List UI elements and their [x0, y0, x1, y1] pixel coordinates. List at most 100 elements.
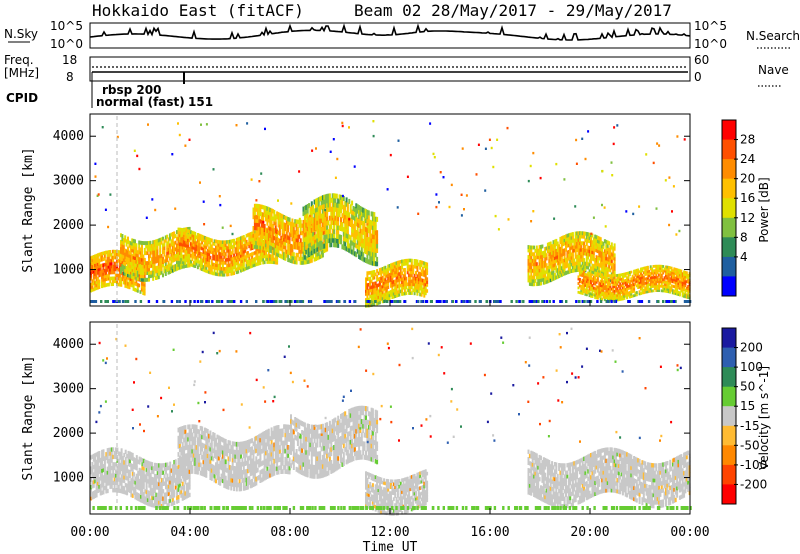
power-echo-cell: [577, 282, 580, 285]
power-echo-cell: [374, 261, 377, 267]
power-echo-cell: [156, 242, 159, 247]
power-echo-cell: [370, 294, 373, 298]
power-echo-cell: [673, 269, 676, 273]
power-echo-cell: [228, 239, 231, 244]
power-echo-cell: [171, 232, 174, 236]
power-echo-cell: [283, 229, 286, 235]
power-echo-cell: [684, 282, 687, 285]
power-echo-cell: [113, 267, 116, 272]
power-echo-cell: [633, 272, 636, 275]
power-echo-cell: [252, 207, 255, 212]
power-echo-cell: [295, 219, 298, 224]
power-echo-cell: [627, 287, 630, 290]
power-echo-cell: [248, 244, 251, 249]
power-echo-cell: [540, 268, 542, 273]
power-echo-cell: [269, 257, 272, 261]
power-echo-cell: [395, 276, 398, 280]
power-echo-cell: [366, 245, 369, 251]
power-echo-cell: [215, 272, 217, 276]
power-echo-cell: [362, 207, 365, 213]
power-echo-cell: [160, 267, 163, 272]
power-echo-cell: [528, 245, 531, 250]
power-echo-cell: [313, 217, 316, 223]
power-echo-cell: [351, 231, 354, 237]
power-echo-cell: [235, 258, 238, 263]
power-echo-cell: [221, 246, 224, 250]
power-echo-cell: [290, 251, 292, 256]
power-echo-cell: [296, 245, 299, 250]
power-echo-cell: [391, 271, 394, 276]
power-echo-cell: [202, 259, 205, 263]
power-echo-cell: [596, 255, 599, 260]
power-echo-cell: [619, 291, 622, 295]
power-echo-cell: [288, 247, 291, 252]
power-echo-cell: [217, 257, 220, 262]
power-echo-cell: [216, 239, 219, 244]
power-echo-cell: [617, 284, 620, 288]
power-echo-cell: [141, 264, 143, 269]
power-echo-cell: [169, 256, 171, 261]
power-echo-cell: [270, 230, 273, 235]
power-echo-cell: [290, 221, 292, 226]
power-echo-cell: [183, 228, 186, 232]
power-echo-cell: [687, 291, 690, 295]
power-echo-cell: [96, 271, 99, 275]
power-echo-cell: [312, 218, 315, 224]
power-echo-cell: [159, 244, 162, 249]
power-echo-cell: [187, 263, 190, 268]
power-echo-cell: [419, 263, 422, 267]
power-echo-cell: [235, 237, 238, 242]
power-echo-cell: [308, 225, 311, 231]
power-echo-cell: [231, 265, 234, 270]
power-echo-cell: [178, 236, 181, 241]
power-echo-cell: [295, 223, 298, 228]
power-echo-cell: [142, 271, 145, 275]
power-echo-cell: [102, 269, 105, 273]
power-echo-cell: [527, 271, 530, 276]
power-echo-cell: [424, 285, 427, 290]
power-echo-cell: [369, 246, 372, 252]
power-echo-cell: [585, 282, 588, 286]
power-echo-cell: [399, 289, 402, 294]
power-echo-cell: [101, 254, 103, 259]
power-echo-cell: [139, 240, 142, 245]
power-echo-cell: [355, 216, 358, 222]
power-echo-cell: [324, 194, 327, 200]
power-echo-cell: [606, 289, 609, 293]
power-echo-cell: [674, 272, 677, 276]
power-echo-cell: [128, 270, 131, 275]
power-echo-cell: [562, 272, 565, 277]
power-echo-cell: [92, 300, 95, 303]
power-echo-cell: [128, 285, 131, 290]
power-echo-cell: [353, 211, 356, 217]
power-echo-cell: [578, 291, 581, 295]
power-echo-cell: [649, 272, 652, 275]
power-echo-cell: [574, 231, 577, 236]
power-echo-cell: [633, 276, 636, 280]
power-echo-cell: [223, 267, 226, 271]
power-echo-cell: [146, 247, 149, 252]
power-echo-cell: [262, 223, 265, 228]
power-echo-cell: [380, 285, 383, 289]
power-echo-cell: [219, 272, 222, 277]
power-echo-cell: [340, 208, 342, 214]
power-echo-cell: [601, 275, 604, 279]
power-echo-cell: [634, 291, 637, 295]
power-echo-cell: [390, 272, 392, 276]
power-echo-cell: [666, 283, 669, 287]
power-echo-cell: [362, 256, 365, 262]
power-echo-cell: [270, 254, 273, 258]
power-echo-cell: [235, 240, 238, 245]
power-echo-cell: [387, 273, 390, 278]
power-echo-cell: [384, 280, 387, 285]
power-echo-cell: [424, 282, 427, 287]
power-echo-cell: [205, 269, 208, 273]
power-echo-cell: [677, 282, 680, 285]
power-echo-cell: [584, 157, 587, 161]
power-echo-cell: [245, 260, 248, 265]
power-echo-cell: [515, 300, 518, 303]
power-echo-cell: [606, 278, 609, 282]
power-echo-cell: [267, 233, 270, 238]
power-echo-cell: [628, 300, 631, 303]
power-echo-cell: [376, 230, 379, 236]
